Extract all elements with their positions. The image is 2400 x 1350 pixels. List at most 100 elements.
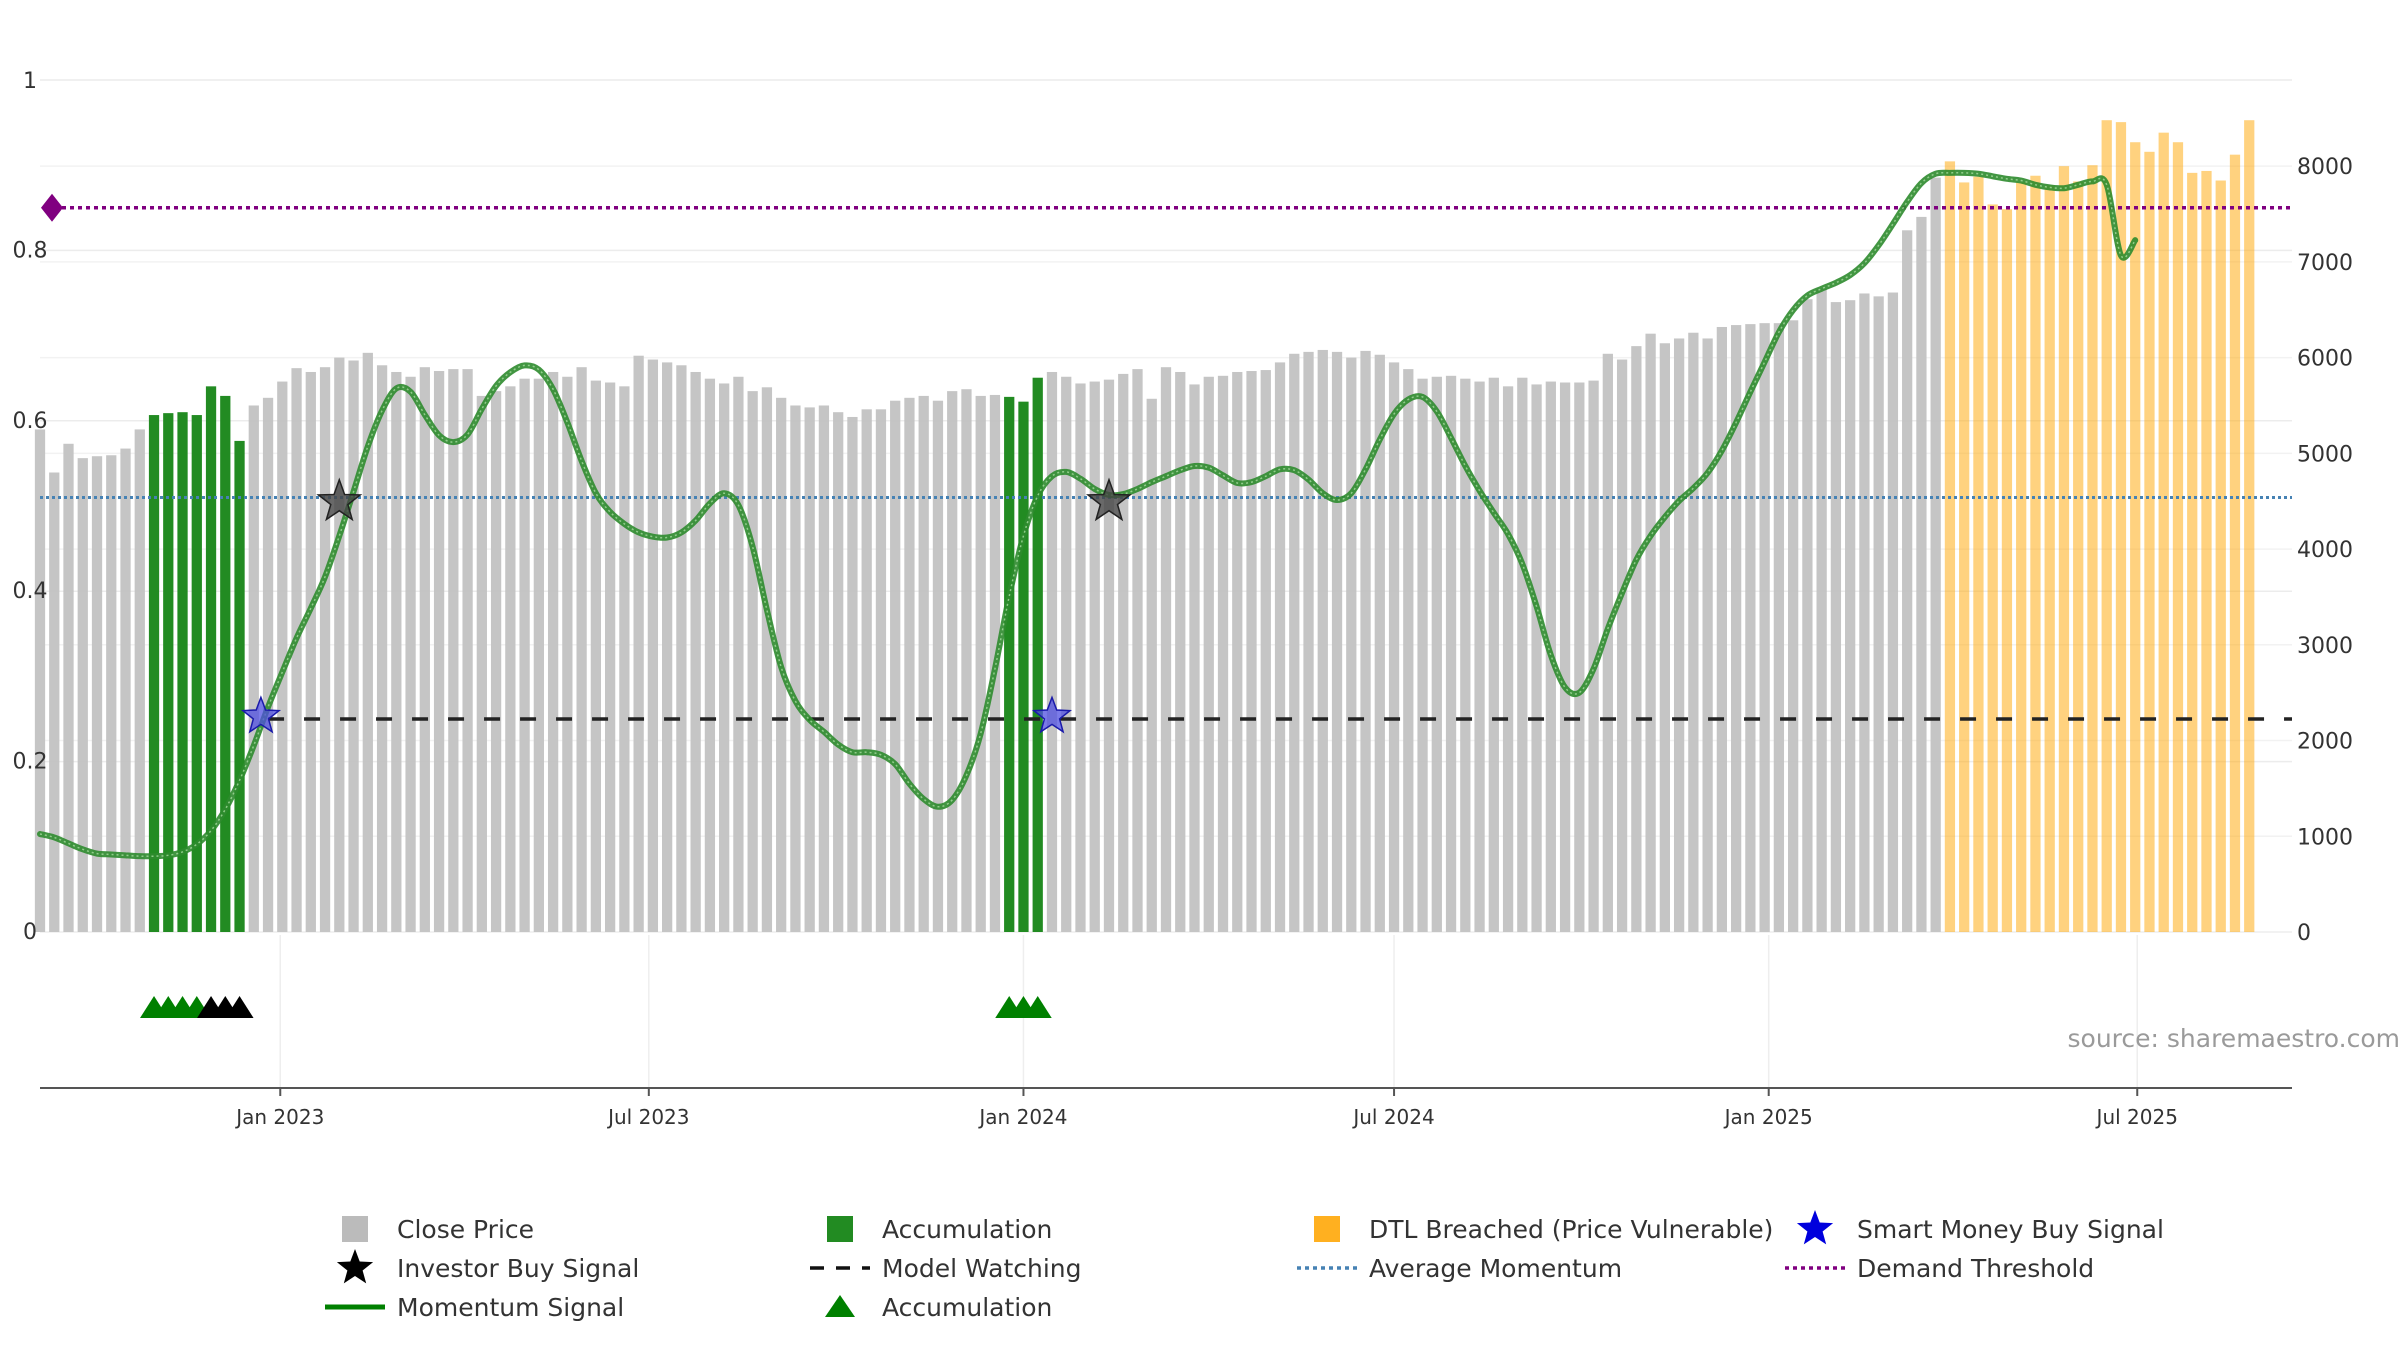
left-axis-tick: 0.6 — [13, 409, 48, 434]
price-bar — [1574, 382, 1585, 932]
price-bar — [1203, 376, 1214, 932]
price-bar — [391, 371, 402, 932]
price-bar — [1830, 302, 1842, 933]
legend-label: Smart Money Buy Signal — [1857, 1215, 2164, 1244]
legend-item-triangle-green: Accumulation — [825, 1293, 1052, 1322]
legend-item-line-green: Momentum Signal — [325, 1293, 624, 1322]
price-bar — [1075, 383, 1086, 932]
price-bar — [1445, 375, 1457, 932]
accumulation-bar — [220, 395, 231, 932]
price-bar — [1716, 326, 1728, 933]
legend-item-square-gray: Close Price — [342, 1215, 534, 1244]
accumulation-bar — [163, 413, 174, 932]
price-bar — [1346, 357, 1357, 932]
watch-triangle — [225, 996, 254, 1018]
price-bar — [875, 409, 887, 932]
legend-item-dot-blue: Average Momentum — [1297, 1254, 1622, 1283]
price-bar — [1388, 362, 1400, 932]
accumulation-bar — [1032, 377, 1043, 933]
dtl-breached-bar — [2158, 132, 2169, 933]
price-bar — [1118, 373, 1129, 933]
price-bar — [462, 369, 473, 933]
price-bar — [1132, 369, 1143, 933]
price-bar — [847, 416, 858, 932]
legend-label: Accumulation — [882, 1215, 1052, 1244]
accumulation-bar — [1004, 396, 1015, 932]
price-bar — [1046, 371, 1058, 932]
price-bar — [1417, 378, 1428, 932]
price-bar — [106, 455, 117, 932]
price-bar — [134, 429, 145, 932]
price-bar — [277, 381, 288, 933]
x-axis-tick: Jul 2024 — [1351, 1105, 1434, 1129]
legend-label: Momentum Signal — [397, 1293, 624, 1322]
price-bar — [1616, 359, 1628, 932]
price-bar — [647, 359, 659, 932]
price-bar — [1845, 300, 1856, 932]
x-axis-tick: Jan 2024 — [977, 1105, 1067, 1129]
price-bar — [704, 378, 716, 932]
price-bar — [1274, 362, 1286, 932]
price-bar — [604, 382, 616, 932]
price-bar — [1089, 381, 1100, 933]
price-bar — [1631, 346, 1642, 932]
price-bar — [448, 369, 459, 933]
price-bar — [77, 458, 88, 932]
price-bar — [818, 405, 830, 932]
price-bar — [1246, 371, 1257, 932]
price-bar — [1588, 380, 1599, 932]
x-axis-tick: Jan 2023 — [234, 1105, 324, 1129]
price-bar — [1645, 333, 1656, 932]
right-axis-tick: 4000 — [2297, 538, 2353, 563]
x-axis-tick: Jul 2023 — [606, 1105, 689, 1129]
accumulation-bar — [148, 415, 160, 933]
price-bar — [1474, 381, 1485, 933]
price-bar — [1659, 343, 1670, 932]
price-bar — [804, 407, 815, 932]
legend-item-star-black: Investor Buy Signal — [336, 1249, 639, 1284]
price-bar — [733, 376, 744, 932]
smart-money-star — [1031, 695, 1073, 734]
accumulation-triangle-legend-icon — [825, 1295, 855, 1317]
price-bar — [932, 400, 944, 932]
close-price-legend-icon — [342, 1216, 368, 1242]
price-bar — [619, 386, 630, 933]
price-bar — [91, 456, 103, 932]
price-bar — [1916, 216, 1927, 932]
dtl-breached-bar — [1959, 182, 1970, 932]
price-bar — [590, 380, 602, 932]
accumulation-bar — [1018, 401, 1029, 932]
price-bar — [1232, 371, 1243, 932]
smart-money-star — [240, 695, 282, 734]
price-bar — [1859, 293, 1870, 932]
price-bar — [747, 391, 758, 932]
dtl-legend-icon — [1314, 1216, 1340, 1242]
dtl-breached-bar — [2244, 120, 2255, 933]
x-axis-tick: Jul 2025 — [2095, 1105, 2178, 1129]
price-bar — [1531, 384, 1542, 932]
price-bar — [519, 378, 530, 932]
right-axis-tick: 2000 — [2297, 730, 2353, 755]
dtl-breached-bar — [2030, 175, 2041, 932]
dtl-breached-bar — [2201, 170, 2212, 932]
price-bar — [248, 405, 259, 932]
legend-label: Investor Buy Signal — [397, 1254, 639, 1283]
dtl-breached-bar — [1973, 176, 1984, 933]
price-bar — [419, 367, 430, 932]
price-bar — [1431, 376, 1442, 932]
left-axis-tick: 1 — [23, 69, 37, 94]
dtl-breached-bar — [2001, 209, 2013, 932]
axes: 0 0.2 0.4 0.6 0.8 1 0 1000 2000 3000 4000 5000 6000 7… — [13, 69, 2354, 1129]
accumulation-legend-icon — [827, 1216, 853, 1242]
right-axis-tick: 3000 — [2297, 634, 2353, 659]
price-bar — [1730, 325, 1742, 932]
price-bar — [547, 371, 559, 932]
price-bar — [633, 355, 644, 932]
dtl-breached-bar — [1944, 161, 1956, 932]
price-bar — [348, 360, 359, 933]
price-bar — [1303, 351, 1314, 932]
left-axis-tick: 0 — [23, 920, 37, 945]
price-bar — [1317, 349, 1328, 932]
accumulation-bar — [234, 440, 245, 932]
price-bar — [562, 376, 573, 932]
